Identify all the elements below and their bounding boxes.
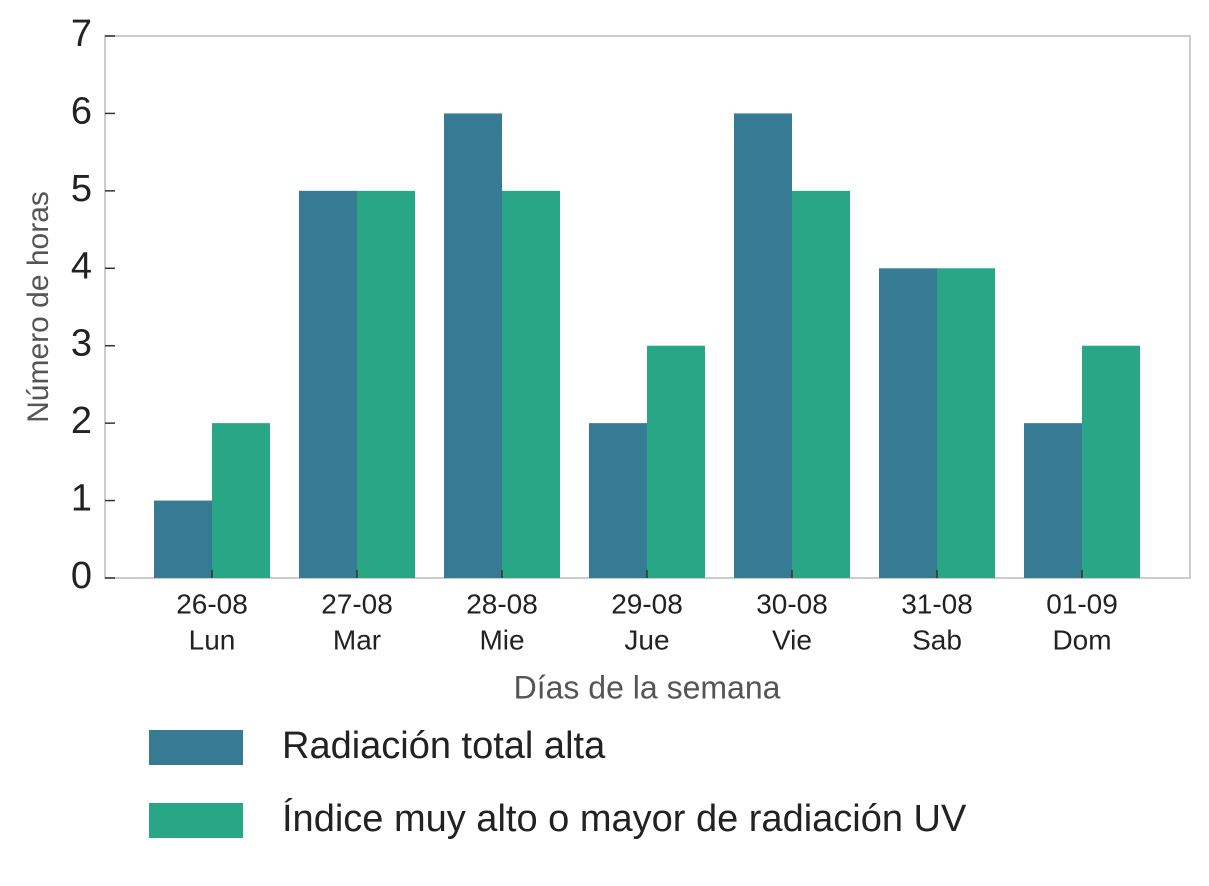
x-tick-label: 26-08 [176,588,248,619]
bar [879,268,937,578]
legend-label: Índice muy alto o mayor de radiación UV [282,797,967,840]
y-axis-label: Número de horas [22,191,55,423]
y-tick-label: 6 [71,90,92,132]
bar [734,113,792,578]
x-tick-label: Mie [479,624,524,655]
y-tick-label: 1 [71,478,92,520]
bar [444,113,502,578]
x-tick-label: Sab [912,624,962,655]
legend-label: Radiación total alta [282,725,606,767]
x-tick-label: 31-08 [901,588,973,619]
x-tick-label: Jue [624,624,669,655]
y-tick-label: 0 [71,555,92,597]
bar [212,423,270,578]
y-tick-label: 7 [71,13,92,55]
x-tick-label: 01-09 [1046,588,1118,619]
y-tick-label: 5 [71,168,92,210]
legend-swatch [149,730,243,765]
y-tick-label: 2 [71,400,92,442]
bar [589,423,647,578]
x-tick-label: Lun [189,624,236,655]
y-tick-label: 3 [71,323,92,365]
bar [647,345,705,578]
x-tick-label: Mar [333,624,381,655]
x-tick-label: 29-08 [611,588,683,619]
x-tick-label: 30-08 [756,588,828,619]
legend-swatch [149,803,243,838]
y-tick-label: 4 [71,245,92,287]
bar [154,500,212,578]
x-tick-label: Dom [1052,624,1111,655]
bar [792,190,850,578]
bar [502,190,560,578]
bar [937,268,995,578]
x-tick-label: Vie [772,624,812,655]
x-tick-label: 28-08 [466,588,538,619]
bar [1024,423,1082,578]
x-axis-label: Días de la semana [514,669,781,705]
bar [357,190,415,578]
bar [1082,345,1140,578]
bar [299,190,357,578]
x-tick-label: 27-08 [321,588,393,619]
